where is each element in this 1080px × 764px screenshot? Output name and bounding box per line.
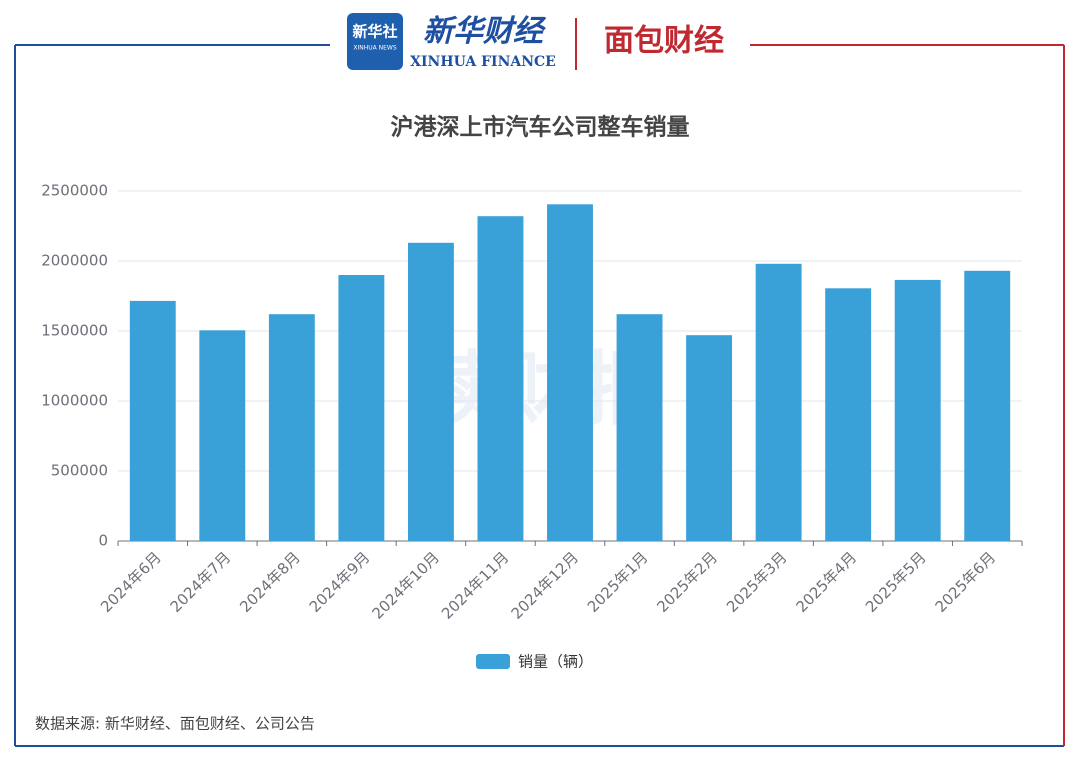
y-tick-label: 2000000 bbox=[41, 252, 108, 270]
x-tick-label: 2024年6月 bbox=[97, 548, 165, 616]
y-tick-label: 1000000 bbox=[41, 392, 108, 410]
x-tick-label: 2025年5月 bbox=[862, 548, 930, 616]
bar bbox=[129, 300, 176, 541]
legend-label: 销量（辆） bbox=[518, 653, 593, 671]
x-tick-label: 2024年9月 bbox=[306, 548, 374, 616]
y-tick-label: 1500000 bbox=[41, 322, 108, 340]
bar bbox=[616, 314, 663, 541]
source-note: 数据来源: 新华财经、面包财经、公司公告 bbox=[35, 715, 315, 733]
bar bbox=[547, 204, 593, 542]
logo-text: 新华社 bbox=[352, 23, 397, 41]
bar bbox=[268, 314, 315, 541]
legend-swatch bbox=[476, 654, 510, 669]
bar bbox=[755, 263, 802, 541]
y-tick-label: 2500000 bbox=[41, 182, 108, 200]
logo-text: XINHUA FINANCE bbox=[410, 54, 556, 70]
bar bbox=[894, 279, 941, 541]
y-tick-label: 0 bbox=[98, 532, 108, 550]
x-tick-label: 2024年7月 bbox=[167, 548, 235, 616]
x-tick-label: 2025年6月 bbox=[932, 548, 1000, 616]
x-tick-label: 2024年12月 bbox=[508, 548, 582, 622]
logo-badge bbox=[347, 13, 403, 70]
bar bbox=[338, 275, 385, 541]
x-tick-label: 2025年3月 bbox=[723, 548, 791, 616]
logo-text: XINHUA NEWS bbox=[353, 45, 396, 52]
bar bbox=[477, 216, 524, 541]
x-tick-label: 2024年8月 bbox=[236, 548, 304, 616]
bar bbox=[825, 288, 872, 541]
logo-text: 面包财经 bbox=[604, 24, 724, 59]
x-tick-label: 2024年11月 bbox=[438, 548, 512, 622]
x-tick-label: 2024年10月 bbox=[368, 548, 442, 622]
bar bbox=[407, 242, 454, 542]
x-tick-label: 2025年2月 bbox=[653, 548, 721, 616]
x-tick-label: 2025年1月 bbox=[584, 548, 652, 616]
bar bbox=[199, 330, 246, 541]
y-tick-label: 500000 bbox=[51, 462, 108, 480]
bar bbox=[964, 270, 1011, 541]
logo-text: 新华财经 bbox=[423, 14, 547, 49]
chart-title: 沪港深上市汽车公司整车销量 bbox=[391, 114, 690, 141]
x-tick-label: 2025年4月 bbox=[792, 548, 860, 616]
bar bbox=[686, 335, 733, 541]
